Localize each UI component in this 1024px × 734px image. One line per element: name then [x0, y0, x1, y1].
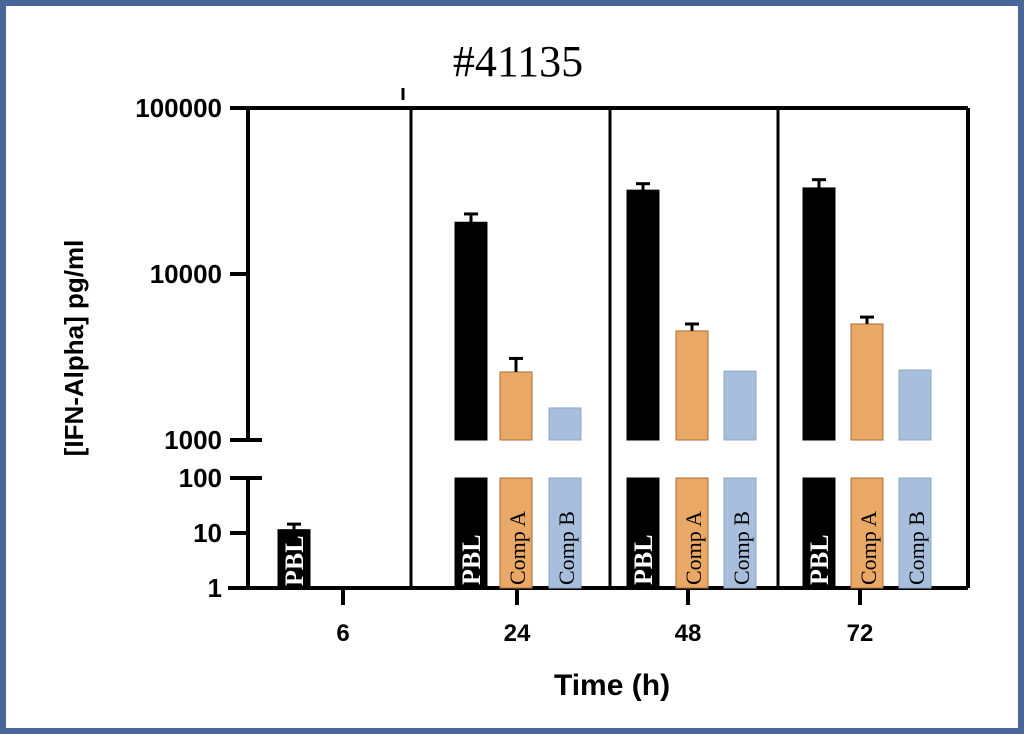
bar-comp-a — [850, 323, 884, 441]
y-tick-label: 100 — [179, 463, 222, 493]
bar-lower-segment — [626, 477, 660, 589]
bar-comp-b — [898, 369, 932, 441]
chart-title: #41135 — [453, 37, 583, 86]
bar-pbl — [802, 187, 836, 441]
x-tick-label: 24 — [504, 620, 531, 647]
x-axis-label: Time (h) — [554, 669, 670, 702]
bar-comp-a — [499, 371, 533, 441]
bar-label: PBL — [805, 534, 834, 585]
bar-lower-segment — [898, 477, 932, 589]
bar-lower-segment — [723, 477, 757, 589]
y-tick-label: 10000 — [150, 259, 222, 289]
y-tick-label: 100000 — [135, 93, 222, 123]
y-tick-label: 1 — [208, 573, 222, 603]
bar-lower-segment — [850, 477, 884, 589]
bar-comp-b — [548, 407, 582, 441]
bar-label: Comp B — [554, 511, 579, 585]
x-tick-label: 48 — [675, 620, 702, 647]
bar-lower-segment — [675, 477, 709, 589]
bar-label: Comp A — [856, 511, 881, 585]
bar-label: Comp A — [505, 511, 530, 585]
x-tick-label: 6 — [336, 620, 349, 647]
bar-lower-segment — [802, 477, 836, 589]
bar-label: PBL — [280, 535, 309, 586]
bar-comp-b — [723, 370, 757, 441]
x-tick-label: 72 — [847, 620, 874, 647]
bar-lower-segment — [454, 477, 488, 589]
bar-label: PBL — [457, 534, 486, 585]
y-axis-label: [IFN-Alpha] pg/ml — [59, 240, 89, 457]
bar-pbl — [626, 189, 660, 441]
y-tick-label: 1000 — [164, 425, 222, 455]
bar-pbl — [454, 221, 488, 441]
bar-label: PBL — [629, 534, 658, 585]
y-tick-label: 10 — [193, 518, 222, 548]
bar-label: Comp A — [681, 511, 706, 585]
bar-lower-segment — [548, 477, 582, 589]
bar-pbl — [277, 529, 311, 589]
bar-label: Comp B — [729, 511, 754, 585]
bar-comp-a — [675, 330, 709, 441]
bar-lower-segment — [499, 477, 533, 589]
bar-label: Comp B — [904, 511, 929, 585]
